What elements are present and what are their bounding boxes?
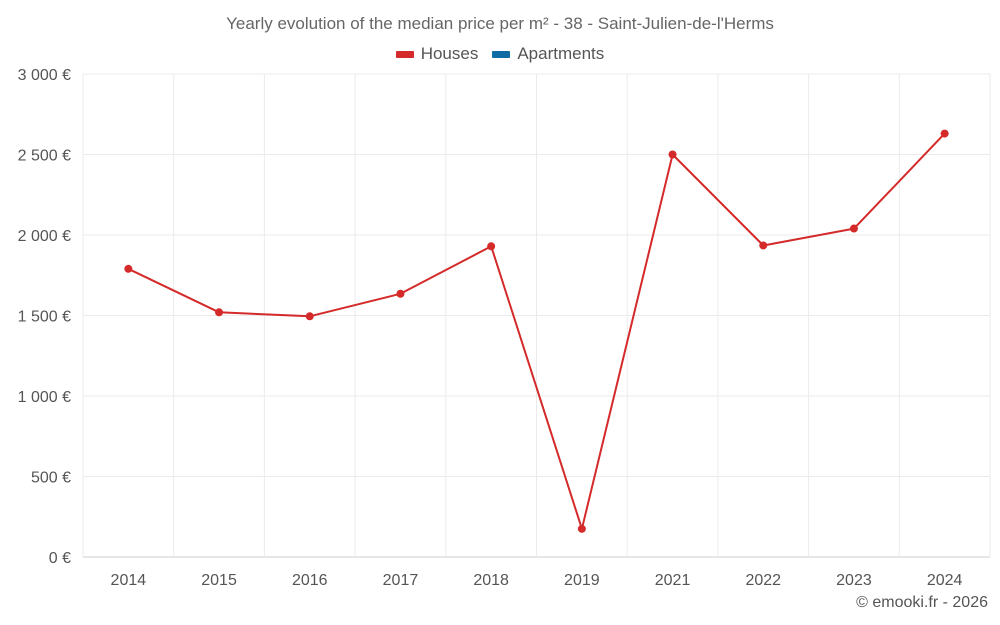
- legend-item-apartments[interactable]: Apartments: [492, 44, 604, 64]
- x-tick-label: 2021: [655, 572, 691, 589]
- series-line-houses: [127, 132, 946, 530]
- data-point-houses: [759, 241, 768, 250]
- legend-label-houses: Houses: [420, 44, 479, 63]
- y-tick-label: 2 500 €: [18, 148, 71, 165]
- x-tick-label: 2019: [564, 572, 600, 589]
- y-tick-label: 1 000 €: [18, 389, 71, 406]
- x-tick-label: 2024: [927, 572, 963, 589]
- data-point-houses: [124, 264, 133, 273]
- y-tick-label: 2 000 €: [18, 228, 71, 245]
- chart-legend: Houses Apartments: [0, 44, 1000, 64]
- data-point-houses: [487, 242, 496, 251]
- data-point-houses: [849, 224, 858, 233]
- y-tick-label: 3 000 €: [18, 67, 71, 84]
- x-tick-label: 2016: [292, 572, 328, 589]
- x-tick-label: 2018: [473, 572, 509, 589]
- data-point-houses: [577, 524, 586, 533]
- legend-swatch-apartments: [492, 50, 511, 58]
- chart-title: Yearly evolution of the median price per…: [226, 14, 774, 33]
- x-tick-label: 2017: [383, 572, 419, 589]
- x-tick-label: 2014: [111, 572, 147, 589]
- data-point-houses: [668, 150, 677, 159]
- x-tick-label: 2015: [201, 572, 237, 589]
- y-tick-label: 1 500 €: [18, 309, 71, 326]
- legend-label-apartments: Apartments: [517, 44, 605, 63]
- x-tick-label: 2023: [836, 572, 872, 589]
- data-point-houses: [215, 308, 224, 317]
- data-point-houses: [940, 129, 949, 138]
- x-tick-label: 2022: [745, 572, 781, 589]
- y-tick-label: 500 €: [31, 470, 71, 487]
- legend-item-houses[interactable]: Houses: [395, 44, 479, 64]
- data-point-houses: [305, 312, 314, 321]
- credit-text: © emooki.fr - 2026: [856, 594, 988, 611]
- y-tick-label: 0 €: [49, 550, 71, 567]
- legend-swatch-houses: [395, 50, 414, 58]
- data-point-houses: [396, 289, 405, 298]
